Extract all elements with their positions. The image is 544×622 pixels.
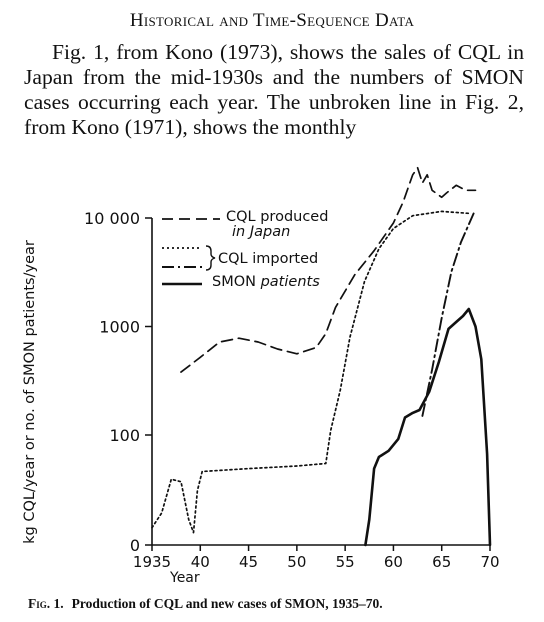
figure-caption: Fig. 1. Production of CQL and new cases o…	[28, 596, 528, 612]
x-tick-label: 1935	[133, 553, 171, 571]
series-line-dashed	[180, 166, 477, 373]
series-line-dotted	[151, 210, 472, 534]
series-line-solid	[364, 307, 492, 547]
y-axis-label: kg CQL/year or no. of SMON patients/year	[22, 240, 38, 544]
legend-label-smon: SMON patients	[212, 274, 320, 290]
x-tick-label: 50	[287, 553, 306, 571]
x-tick-label: 60	[384, 553, 403, 571]
x-tick-label: 55	[336, 553, 355, 571]
x-tick-label: 45	[239, 553, 258, 571]
y-tick-label: 100	[109, 426, 140, 445]
chart-ticks: 0 100 1000 10 000 1935 40 45 50 55 60 65 70	[84, 209, 500, 571]
x-tick-label: 65	[432, 553, 451, 571]
caption-text: Production of CQL and new cases of SMON,…	[71, 596, 383, 611]
legend-label-imported: CQL imported	[218, 251, 318, 267]
y-tick-label: 0	[130, 536, 140, 555]
legend-brace	[205, 245, 216, 271]
figure-1: 0 100 1000 10 000 1935 40 45 50 55 60 65 70 CQL pro…	[0, 165, 544, 595]
chart-axes	[151, 218, 490, 546]
chart-svg: 0 100 1000 10 000 1935 40 45 50 55 60 65 70 CQL pro…	[22, 166, 500, 586]
legend-label-smon-suffix: patients	[260, 274, 321, 290]
y-tick-label: 1000	[99, 318, 140, 337]
y-tick-label: 10 000	[84, 209, 140, 228]
chart-series	[151, 166, 492, 547]
x-axis-label: Year	[169, 570, 200, 586]
x-tick-label: 70	[480, 553, 499, 571]
body-paragraph: Fig. 1, from Kono (1973), shows the sale…	[24, 40, 524, 139]
legend-label-produced: CQL produced	[226, 209, 328, 225]
caption-label: Fig. 1.	[28, 596, 64, 611]
series-line-dash-dot	[421, 212, 475, 417]
x-tick-label: 40	[191, 553, 210, 571]
section-heading: Historical and Time-Sequence Data	[129, 10, 415, 31]
legend-label-produced-cont: in Japan	[232, 224, 290, 240]
